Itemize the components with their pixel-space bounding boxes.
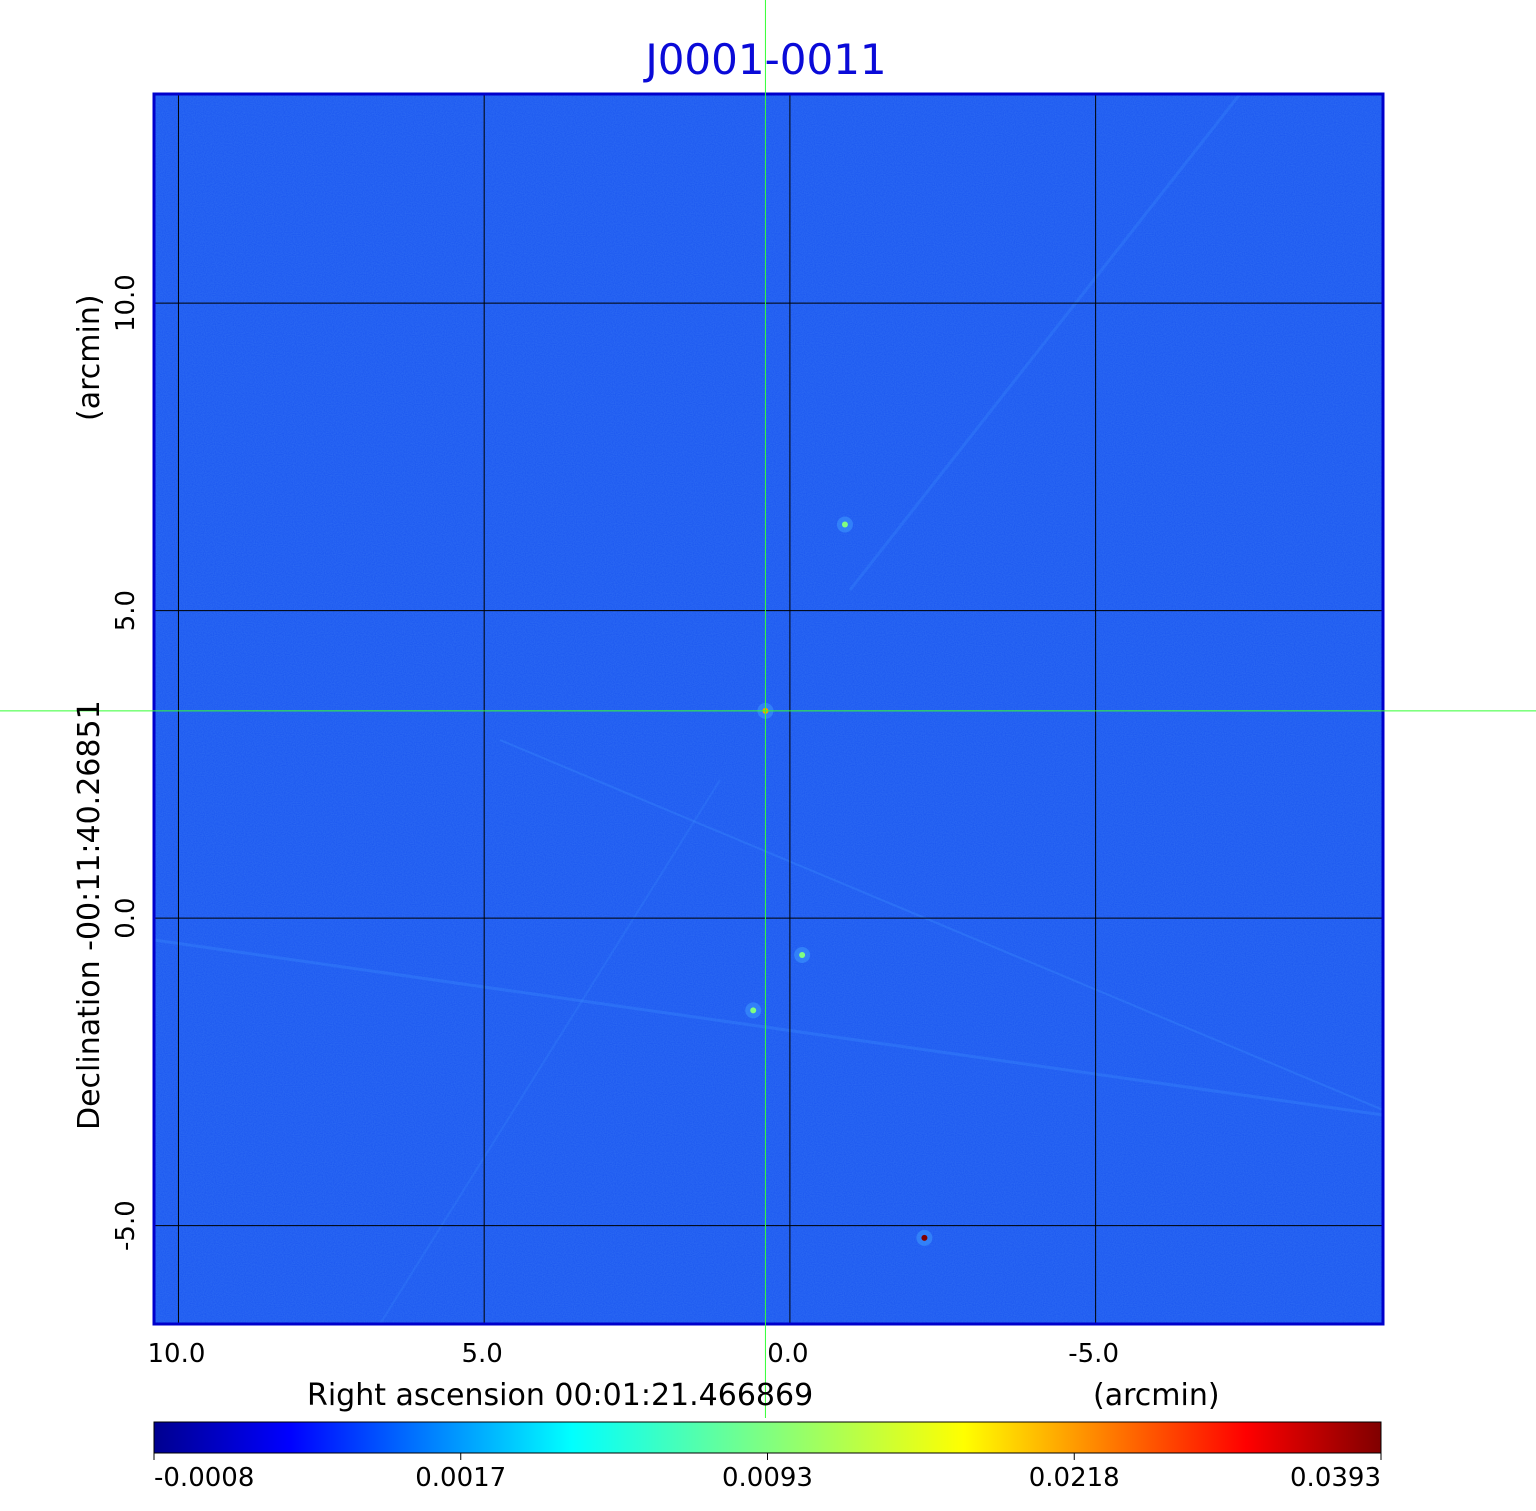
colorbar: -0.0008 0.0017 0.0093 0.0218 0.0393 — [153, 1421, 1382, 1493]
x-tick-label: -5.0 — [1068, 1339, 1119, 1369]
colorbar-tick-label: 0.0093 — [722, 1463, 813, 1493]
x-tick-label: 5.0 — [461, 1339, 502, 1369]
plot-frame — [152, 92, 1385, 1326]
colorbar-gradient — [153, 1421, 1382, 1454]
colorbar-ticks: -0.0008 0.0017 0.0093 0.0218 0.0393 — [153, 1453, 1382, 1493]
chart-title: J0001-0011 — [642, 35, 886, 84]
x-axis-unit: (arcmin) — [1093, 1378, 1220, 1413]
y-tick-labels: 10.0 5.0 0.0 -5.0 — [111, 274, 141, 1251]
y-tick-label: 0.0 — [111, 897, 141, 938]
source-point — [750, 1007, 757, 1014]
image-streaks — [154, 94, 1383, 1324]
x-tick-label: 0.0 — [767, 1339, 808, 1369]
x-tick-labels: 10.0 5.0 0.0 -5.0 — [148, 1339, 1119, 1369]
colorbar-tick-label: 0.0393 — [1290, 1463, 1381, 1493]
image-panel — [152, 92, 1385, 1326]
y-axis-label: Declination -00:11:40.26851 — [72, 700, 107, 1130]
colorbar-tick-label: 0.0017 — [415, 1463, 506, 1493]
y-tick-label: 10.0 — [111, 274, 141, 332]
y-axis-unit: (arcmin) — [72, 294, 107, 421]
source-point — [921, 1234, 928, 1241]
grid — [154, 94, 1383, 1324]
source-point — [841, 521, 848, 528]
colorbar-tick-label: 0.0218 — [1029, 1463, 1120, 1493]
crosshair — [0, 0, 1536, 1418]
source-point — [799, 952, 806, 958]
y-tick-label: 5.0 — [111, 590, 141, 631]
colorbar-tick-label: -0.0008 — [154, 1463, 254, 1493]
y-tick-label: -5.0 — [111, 1200, 141, 1251]
x-axis-label: Right ascension 00:01:21.466869 — [307, 1378, 813, 1413]
x-tick-label: 10.0 — [148, 1339, 206, 1369]
